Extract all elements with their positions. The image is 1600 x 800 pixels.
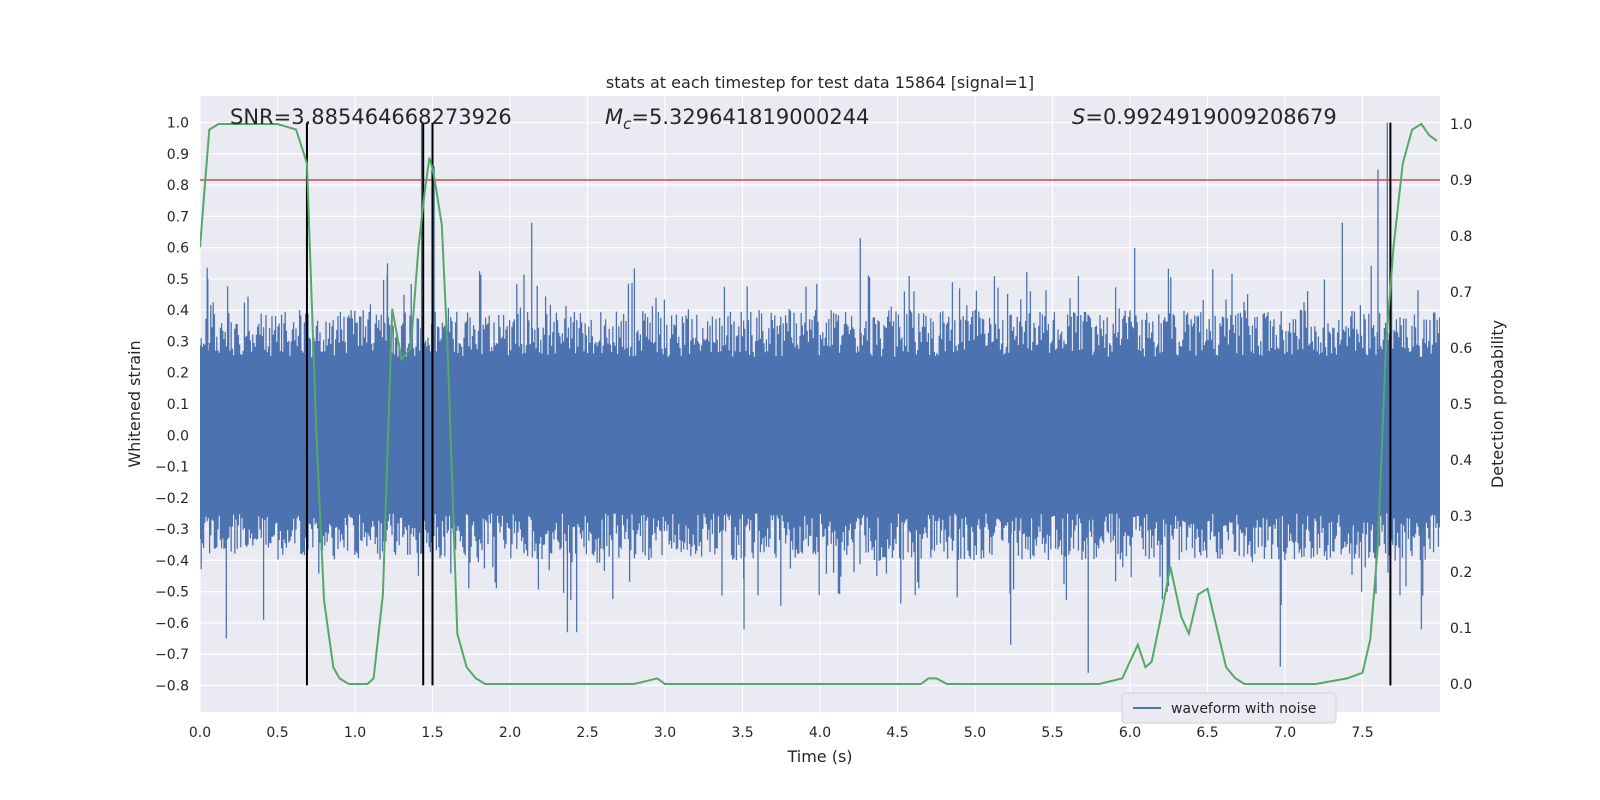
x-axis-label: Time (s)	[786, 747, 852, 766]
y-left-tick-label: −0.3	[155, 522, 189, 538]
x-tick-label: 2.5	[576, 725, 598, 741]
y-left-ticks: −0.8 −0.7 −0.6 −0.5 −0.4 −0.3 −0.2 −0.1 0.0 0.1 0.…	[155, 116, 189, 695]
y-right-tick-label: 0.7	[1450, 285, 1472, 301]
y-left-tick-label: 0.5	[167, 272, 189, 288]
y-left-tick-label: 0.1	[167, 397, 189, 413]
legend: waveform with noise	[1121, 692, 1337, 724]
x-tick-label: 0.0	[189, 725, 211, 741]
y-left-tick-label: −0.4	[155, 553, 189, 569]
vertical-lines	[305, 122, 1392, 686]
y-left-tick-label: −0.6	[155, 616, 189, 632]
x-tick-label: 6.0	[1119, 725, 1141, 741]
x-tick-label: 4.5	[886, 725, 908, 741]
y-right-axis-label: Detection probability	[1488, 320, 1507, 488]
x-tick-label: 0.5	[266, 725, 288, 741]
x-tick-label: 4.0	[809, 725, 831, 741]
x-tick-label: 5.5	[1041, 725, 1063, 741]
y-left-tick-label: 0.8	[167, 178, 189, 194]
y-right-tick-label: 1.0	[1450, 117, 1472, 133]
x-tick-label: 2.0	[499, 725, 521, 741]
x-tick-label: 7.5	[1351, 725, 1373, 741]
x-tick-label: 5.0	[964, 725, 986, 741]
chart-title: stats at each timestep for test data 158…	[606, 73, 1034, 92]
probability-line	[200, 122, 1438, 685]
x-tick-label: 7.0	[1274, 725, 1296, 741]
snr-annotation: SNR=3.885464668273926	[230, 105, 512, 129]
y-left-tick-label: 0.4	[167, 303, 189, 319]
legend-entry: waveform with noise	[1171, 701, 1316, 717]
s-annotation: S=0.9924919009208679	[1072, 105, 1337, 129]
y-right-ticks: 0.0 0.1 0.2 0.3 0.4 0.5 0.6 0.7 0.8 0.9 1.0	[1450, 117, 1472, 693]
x-tick-label: 1.0	[344, 725, 366, 741]
mc-annotation: Mc=5.329641819000244	[605, 105, 869, 133]
x-tick-label: 3.5	[731, 725, 753, 741]
y-left-tick-label: −0.5	[155, 585, 189, 601]
s-value: =0.9924919009208679	[1085, 105, 1336, 129]
y-right-tick-label: 0.8	[1450, 229, 1472, 245]
y-right-tick-label: 0.6	[1450, 341, 1472, 357]
waveform-band	[200, 382, 1440, 489]
y-left-tick-label: 0.9	[167, 147, 189, 163]
y-left-tick-label: 0.2	[167, 366, 189, 382]
y-right-tick-label: 0.5	[1450, 397, 1472, 413]
x-tick-label: 3.0	[654, 725, 676, 741]
y-left-axis-label: Whitened strain	[125, 340, 144, 467]
y-left-tick-label: −0.2	[155, 491, 189, 507]
x-ticks: 0.0 0.5 1.0 1.5 2.0 2.5 3.0 3.5 4.0 4.5 5.0 5.5 6.0 6…	[189, 725, 1374, 741]
y-right-tick-label: 0.0	[1450, 677, 1472, 693]
legend-box	[1121, 692, 1337, 724]
x-tick-label: 1.5	[421, 725, 443, 741]
y-right-tick-label: 0.3	[1450, 509, 1472, 525]
y-left-tick-label: 0.0	[167, 428, 189, 444]
y-left-tick-label: −0.8	[155, 678, 189, 694]
x-tick-label: 6.5	[1196, 725, 1218, 741]
y-left-tick-label: 0.7	[167, 209, 189, 225]
y-left-tick-label: 0.6	[167, 241, 189, 257]
y-right-tick-label: 0.1	[1450, 621, 1472, 637]
y-left-tick-label: 1.0	[167, 116, 189, 132]
y-left-tick-label: 0.3	[167, 334, 189, 350]
y-left-tick-label: −0.1	[155, 460, 189, 476]
y-left-tick-label: −0.7	[155, 647, 189, 663]
y-right-tick-label: 0.4	[1450, 453, 1472, 469]
mc-value: =5.329641819000244	[631, 105, 869, 129]
y-right-tick-label: 0.2	[1450, 565, 1472, 581]
y-right-tick-label: 0.9	[1450, 173, 1472, 189]
